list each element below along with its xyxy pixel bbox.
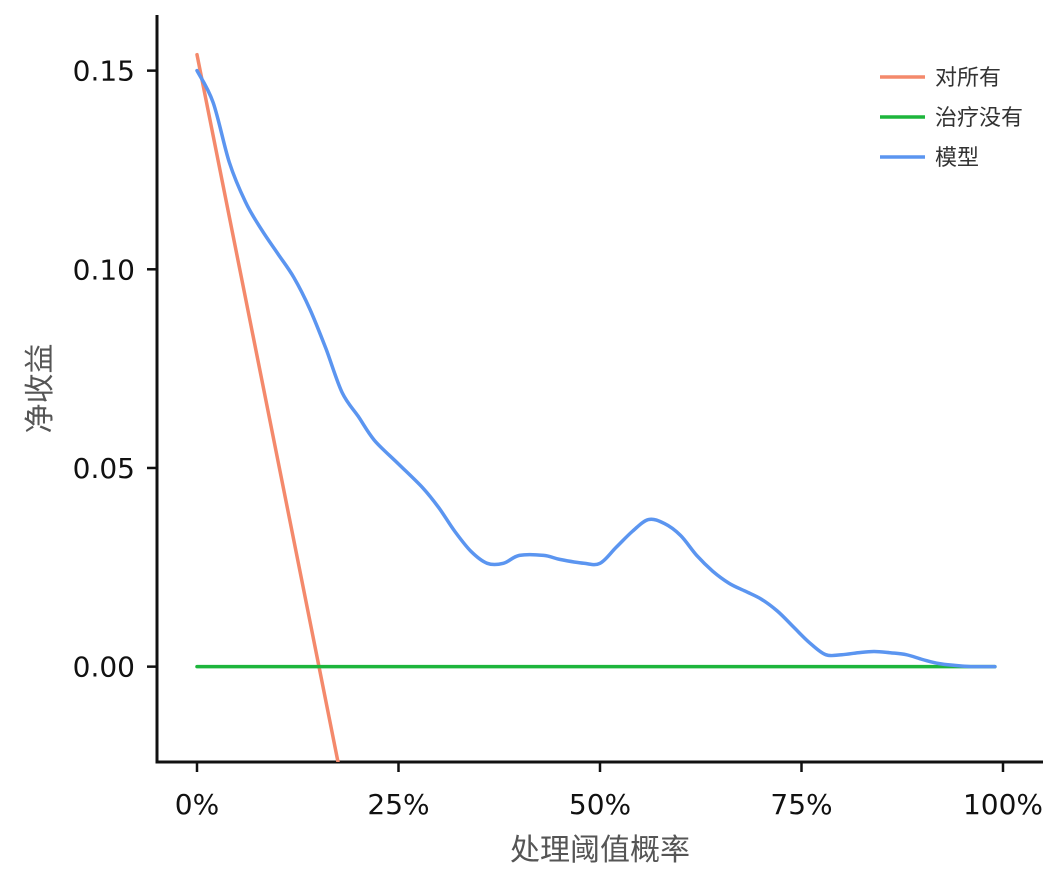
x-tick-label: 75%	[770, 788, 832, 821]
x-tick-label: 100%	[963, 788, 1043, 821]
x-tick-label: 50%	[569, 788, 631, 821]
series-line-2	[195, 68, 997, 669]
series-layer	[195, 52, 997, 762]
y-tick-label: 0.15	[73, 55, 135, 88]
series-line-0	[195, 52, 340, 762]
y-axis-title: 净收益	[23, 344, 58, 434]
x-tick-label: 0%	[175, 788, 219, 821]
legend-label: 治疗没有	[935, 106, 1023, 131]
axes: 0.00 0.05 0.10 0.15 0% 25% 50% 75% 100% 处理阈值概率 净收益	[23, 15, 1043, 868]
legend-label: 模型	[935, 146, 979, 171]
y-tick-label: 0.05	[73, 452, 135, 485]
y-tick-label: 0.00	[73, 651, 135, 684]
x-tick-label: 25%	[367, 788, 429, 821]
y-tick-label: 0.10	[73, 253, 135, 286]
legend-label: 对所有	[935, 66, 1001, 91]
x-axis-title: 处理阈值概率	[510, 833, 690, 868]
